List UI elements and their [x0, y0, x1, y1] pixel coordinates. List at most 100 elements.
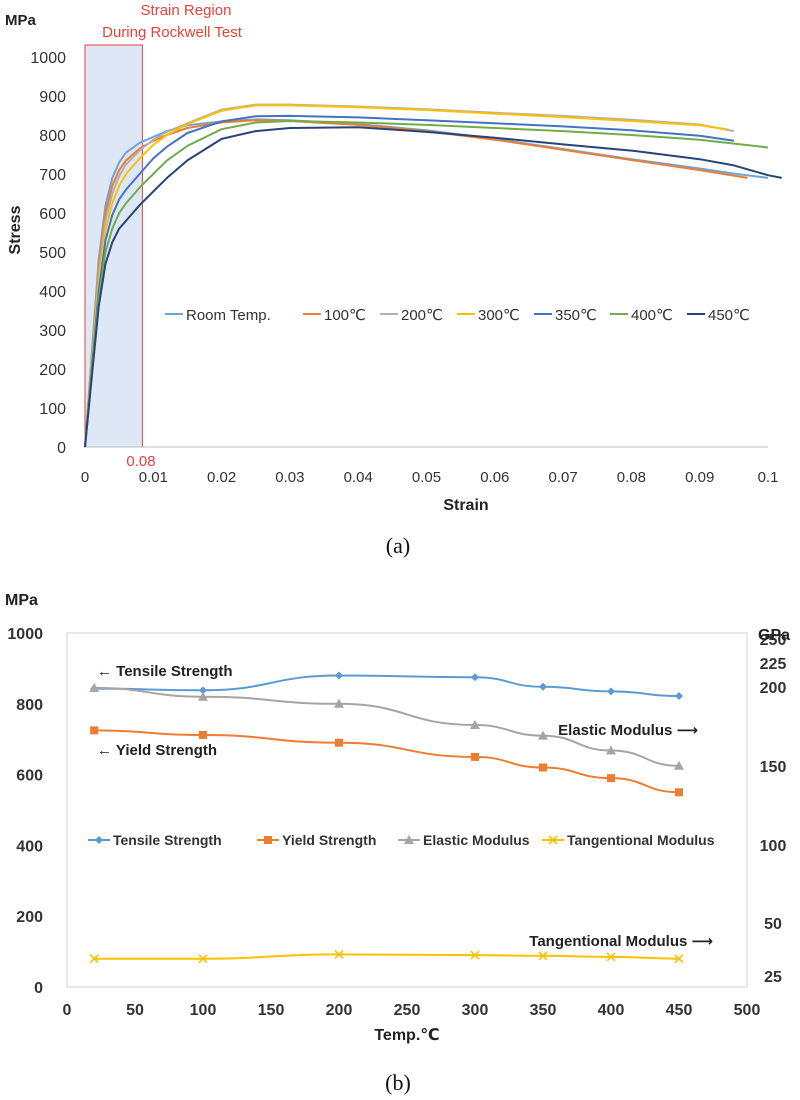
y-tick-label: 700	[39, 167, 66, 184]
left-tick-label: 1000	[7, 626, 43, 643]
legend-label: 300℃	[478, 307, 520, 324]
left-tick-label: 0	[34, 980, 43, 997]
x-tick-label: 150	[258, 1002, 285, 1019]
x-tick-label: 0.1	[758, 469, 779, 486]
data-marker	[471, 673, 479, 682]
data-marker	[548, 835, 558, 845]
strain-region-band	[84, 44, 143, 448]
annotation-yield: ← Yield Strength	[97, 742, 217, 759]
series-line	[84, 114, 735, 448]
legend-label: 100℃	[324, 307, 366, 324]
data-marker	[607, 687, 615, 696]
x-tick-label: 0.01	[139, 469, 168, 486]
x-tick-label: 450	[666, 1002, 693, 1019]
right-tick-label: 200	[760, 680, 787, 697]
series-line	[84, 119, 748, 448]
x-axis-title: Temp.℃	[374, 1027, 439, 1044]
data-marker	[335, 738, 343, 747]
x-tick-label: 500	[734, 1002, 761, 1019]
right-tick-label: 50	[764, 916, 782, 933]
x-tick-label: 300	[462, 1002, 489, 1019]
left-unit-label: MPa	[5, 592, 38, 609]
annotation-elastic: Elastic Modulus ⟶	[558, 722, 698, 739]
legend-label: 400℃	[631, 307, 673, 324]
chart-b-ticks: 0 50 100 150 200 250 300 350 400 450 500 0 200 400 600…	[7, 626, 786, 1019]
plot-area-frame	[66, 632, 748, 988]
data-marker	[470, 950, 480, 960]
left-tick-label: 800	[16, 697, 43, 714]
caption-a: (a)	[386, 533, 410, 558]
data-marker	[334, 698, 344, 708]
chart-a: 0 0.01 0.02 0.03 0.04 0.05 0.06 0.07 0.08 0.09 0.1…	[5, 2, 782, 558]
left-tick-label: 200	[16, 909, 43, 926]
x-tick-label: 250	[394, 1002, 421, 1019]
x-tick-label: 0.04	[344, 469, 373, 486]
data-marker	[335, 671, 343, 680]
chart-a-series	[84, 103, 782, 448]
y-unit-label: MPa	[5, 12, 37, 29]
data-marker	[471, 752, 479, 761]
y-tick-label: 600	[39, 206, 66, 223]
data-marker	[264, 836, 272, 844]
chart-b-series	[89, 671, 684, 964]
data-marker	[199, 730, 207, 739]
series-line	[84, 103, 735, 448]
series-line	[94, 729, 680, 794]
data-marker	[404, 835, 414, 844]
series-line	[84, 104, 728, 448]
x-tick-label: 0.09	[685, 469, 714, 486]
chart-a-legend: Room Temp. 100℃ 200℃ 300℃ 350℃ 400℃ 450℃	[165, 307, 750, 324]
series-line	[84, 118, 769, 448]
legend-label: 200℃	[401, 307, 443, 324]
legend-label: 350℃	[555, 307, 597, 324]
data-marker	[199, 686, 207, 695]
legend-label: Tangentional Modulus	[567, 832, 715, 848]
caption-b: (b)	[385, 1070, 411, 1095]
right-tick-label: 225	[760, 656, 787, 673]
x-axis-title: Strain	[443, 497, 488, 514]
y-tick-label: 900	[39, 89, 66, 106]
annotation-tensile: ← Tensile Strength	[97, 663, 233, 680]
x-tick-label: 0.05	[412, 469, 441, 486]
data-marker	[539, 682, 547, 691]
right-tick-label: 250	[760, 632, 787, 649]
data-marker	[90, 726, 99, 735]
data-marker	[606, 745, 616, 755]
data-marker	[538, 951, 548, 961]
y-tick-label: 400	[39, 284, 66, 301]
series-line	[84, 126, 782, 448]
annotation-tangential: Tangentional Modulus ⟶	[529, 933, 713, 950]
region-label-line2: During Rockwell Test	[102, 24, 243, 41]
y-tick-label: 200	[39, 362, 66, 379]
x-tick-label: 0	[81, 469, 89, 486]
data-marker	[674, 954, 684, 964]
right-tick-label: 150	[760, 759, 787, 776]
data-marker	[198, 691, 208, 701]
legend-label: Elastic Modulus	[423, 832, 530, 848]
y-tick-label: 100	[39, 401, 66, 418]
x-tick-label: 0	[63, 1002, 72, 1019]
x-tick-label: 0.06	[480, 469, 509, 486]
data-marker	[607, 774, 615, 783]
data-marker	[539, 763, 547, 772]
chart-b-legend: Tensile Strength Yield Strength Elastic Mo…	[88, 832, 715, 848]
x-tick-label: 400	[598, 1002, 625, 1019]
data-marker	[675, 788, 683, 797]
y-tick-label: 500	[39, 245, 66, 262]
chart-b: 0 50 100 150 200 250 300 350 400 450 500 0 200 400 600…	[5, 592, 790, 1095]
y-tick-label: 300	[39, 323, 66, 340]
y-tick-label: 0	[57, 440, 66, 457]
right-unit-label: GPa	[758, 627, 790, 644]
left-tick-label: 600	[16, 768, 43, 785]
legend-label: Room Temp.	[186, 307, 271, 324]
data-marker	[674, 760, 684, 770]
region-end-label: 0.08	[126, 453, 155, 470]
x-tick-label: 0.07	[548, 469, 577, 486]
data-marker	[538, 730, 548, 740]
y-tick-label: 1000	[30, 50, 66, 67]
x-tick-label: 50	[126, 1002, 144, 1019]
x-tick-label: 100	[190, 1002, 217, 1019]
series-line	[84, 120, 769, 448]
data-marker	[470, 720, 480, 730]
right-tick-label: 100	[760, 838, 787, 855]
